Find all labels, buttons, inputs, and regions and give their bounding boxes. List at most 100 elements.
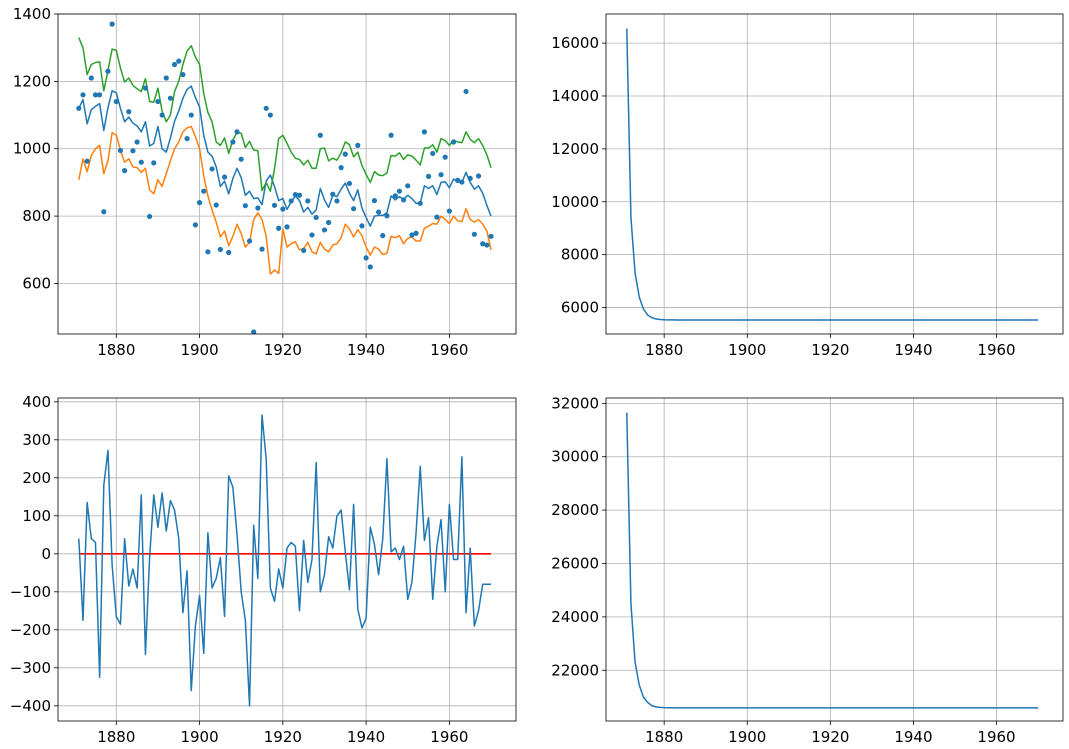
scatter-point [405,183,411,189]
scatter-point [88,75,94,81]
scatter-point [84,158,90,164]
scatter-point [209,166,215,172]
scatter-point [259,246,265,252]
x-tick-label: 1880 [97,728,135,746]
scatter-point [359,223,365,229]
scatter-point [267,112,273,118]
scatter-point [280,206,286,212]
scatter-point [305,198,311,204]
scatter-point [446,208,452,214]
scatter-point [450,139,457,145]
scatter-point [159,112,165,118]
x-tick-label: 1940 [347,341,385,359]
scatter-point [126,109,132,115]
scatter-point [238,156,244,162]
x-tick-label: 1960 [977,728,1015,746]
scatter-point [301,247,307,254]
y-tick-label: 200 [22,469,51,487]
scatter-point [434,214,440,220]
scatter-point [438,172,444,178]
scatter-point [234,129,240,135]
scatter-point [330,191,336,197]
y-tick-label: 16000 [551,34,599,52]
y-tick-label: −200 [10,621,51,639]
scatter-point [413,230,419,236]
scatter-point [163,75,169,81]
scatter-point [151,160,157,166]
scatter-point [176,58,182,64]
series-line-1 [626,412,1039,709]
x-tick-label: 1940 [894,728,932,746]
scatter-point [380,233,386,239]
scatter-point [97,92,103,98]
scatter-point [113,98,119,105]
scatter-point [351,206,357,212]
scatter-point [255,205,261,211]
scatter-point [455,177,461,183]
scatter-point [342,151,348,157]
scatter-point [421,129,427,135]
y-tick-label: 26000 [551,555,599,573]
scatter-point [396,188,403,194]
scatter-point [180,72,186,78]
scatter-point [109,21,115,27]
scatter-point [76,105,82,111]
x-tick-label: 1880 [97,341,135,359]
y-tick-label: 8000 [561,246,599,264]
y-tick-label: 1400 [13,5,51,23]
scatter-point [142,85,149,91]
y-tick-label: 100 [22,507,51,525]
series-line-3 [78,37,492,192]
scatter-point [284,224,290,230]
x-tick-label: 1900 [728,728,766,746]
scatter-point [471,231,477,237]
x-tick-label: 1960 [977,341,1015,359]
scatter-point [205,249,211,255]
x-tick-label: 1900 [180,341,218,359]
y-tick-label: −400 [10,697,51,715]
axes-frame [605,397,1064,722]
scatter-point [242,203,248,209]
x-tick-label: 1900 [180,728,218,746]
y-tick-label: −100 [10,583,51,601]
y-tick-label: 400 [22,393,51,411]
scatter-point [147,213,153,220]
scatter-point [309,232,315,238]
y-tick-label: 1200 [13,72,51,90]
scatter-point [230,139,236,145]
y-tick-label: 24000 [551,608,599,626]
series-line-2 [78,125,492,275]
scatter-point [388,132,394,138]
chart-panel-nile-fit: 1880 1900 1920 1940 1960 600 800 1000 1200 1400 [13,5,517,359]
y-tick-label: 32000 [551,394,599,412]
plot-area [78,414,492,707]
x-tick-label: 1940 [894,341,932,359]
scatter-point [367,264,373,270]
scatter-point [488,233,494,239]
scatter-point [409,232,415,238]
axes-frame [57,397,517,722]
y-tick-label: −300 [10,659,51,677]
scatter-point [425,173,432,179]
scatter-point [363,255,369,261]
plot-area [626,28,1039,321]
scatter-point [213,202,219,208]
scatter-point [101,209,107,215]
x-tick-label: 1880 [645,341,683,359]
x-tick-label: 1960 [430,728,468,746]
y-tick-label: 0 [41,545,51,563]
scatter-point [463,88,469,95]
scatter-point [226,249,232,256]
y-tick-label: 12000 [551,140,599,158]
series-line-1 [626,28,1039,321]
y-tick-label: 30000 [551,448,599,466]
chart-panel-variance-2: 1880 1900 1920 1940 1960 22000 24000 26000 28000… [551,394,1064,746]
scatter-point [484,242,490,248]
scatter-point [417,200,423,206]
scatter-point [392,193,398,199]
x-tick-label: 1920 [811,341,849,359]
scatter-point [192,222,198,228]
chart-panel-residuals: 1880 1900 1920 1940 1960 −400 −300 −200 −100 0 100… [10,393,517,746]
scatter-point [346,180,353,187]
